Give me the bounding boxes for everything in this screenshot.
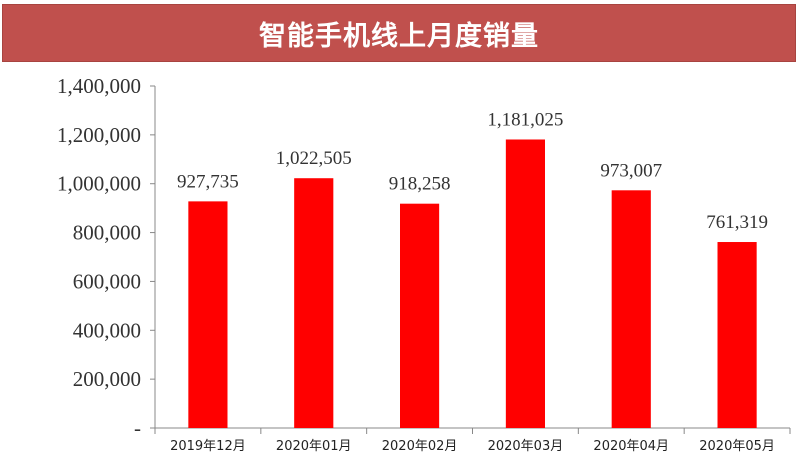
data-label: 973,007 [600, 160, 662, 181]
data-labels: 927,735 1,022,505 918,258 1,181,025 973,007 7… [177, 109, 768, 233]
y-tick-label: 1,400,000 [57, 74, 141, 98]
title-banner: 智能手机线上月度销量 [2, 4, 796, 62]
bars [188, 139, 757, 428]
data-label: 761,319 [706, 212, 768, 233]
bar [505, 139, 545, 428]
x-tick-label: 2019年12月 [170, 439, 246, 454]
bar [611, 190, 651, 428]
bar [717, 242, 757, 428]
y-tick-label: 600,000 [73, 269, 141, 293]
bar [188, 201, 228, 428]
bar [400, 203, 440, 428]
data-label: 918,258 [389, 174, 451, 195]
data-label: 1,022,505 [276, 148, 352, 169]
data-label: 927,735 [177, 171, 239, 192]
y-tick-label: 1,000,000 [57, 172, 141, 196]
y-tick-label: 200,000 [73, 367, 141, 391]
chart-title: 智能手机线上月度销量 [259, 20, 539, 52]
x-tick-label: 2020年04月 [593, 439, 669, 454]
x-tick-label: 2020年02月 [382, 439, 458, 454]
y-tick-label: 800,000 [73, 221, 141, 245]
x-tick-label: 2020年05月 [699, 439, 775, 454]
data-label: 1,181,025 [487, 109, 563, 130]
axes: - 200,000 400,000 600,000 800,000 1,000,000 1,… [57, 74, 791, 454]
y-tick-label: 1,200,000 [57, 123, 141, 147]
x-tick-label: 2020年01月 [276, 439, 352, 454]
y-tick-label: 400,000 [73, 318, 141, 342]
bar [294, 178, 334, 428]
y-tick-label: - [134, 416, 141, 440]
x-tick-label: 2020年03月 [488, 439, 564, 454]
